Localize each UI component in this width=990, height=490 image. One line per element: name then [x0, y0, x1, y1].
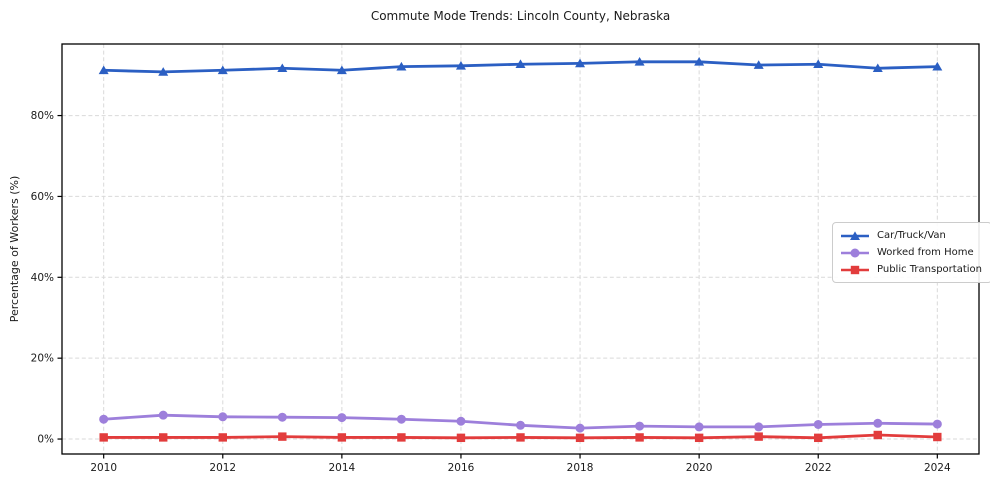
marker-square-icon	[337, 433, 347, 442]
x-tick-label: 2020	[686, 462, 713, 474]
x-tick-label: 2024	[924, 462, 951, 474]
marker-square-icon	[694, 433, 704, 443]
legend-label: Public Transportation	[877, 264, 982, 275]
legend: Car/Truck/Van Worked from Home Public Tr…	[832, 222, 990, 283]
x-tick-label: 2010	[90, 462, 117, 474]
marker-triangle-icon	[634, 56, 645, 66]
marker-triangle-icon	[575, 58, 586, 68]
x-tick-label: 2016	[448, 462, 475, 474]
marker-triangle-icon	[872, 63, 883, 73]
legend-line-triangle-icon	[841, 230, 869, 240]
x-tick-label: 2018	[567, 462, 594, 474]
marker-circle-icon	[873, 418, 883, 428]
legend-label: Car/Truck/Van	[877, 230, 946, 241]
marker-triangle-icon	[932, 61, 943, 71]
marker-square-icon	[635, 433, 644, 442]
marker-square-icon	[278, 432, 287, 441]
marker-triangle-icon	[336, 65, 347, 75]
marker-square-icon	[159, 433, 168, 442]
y-tick-label: 0%	[37, 434, 54, 446]
marker-square-icon	[754, 432, 763, 441]
x-tick-label: 2012	[209, 462, 236, 474]
marker-triangle-icon	[455, 61, 466, 70]
marker-triangle-icon	[277, 63, 288, 73]
marker-square-icon	[99, 433, 108, 442]
marker-circle-icon	[694, 422, 704, 432]
legend-line-square-icon	[841, 265, 869, 274]
legend-item-worked-from-home: Worked from Home	[840, 246, 982, 259]
legend-item-car-truck-van: Car/Truck/Van	[840, 229, 982, 242]
marker-triangle-icon	[813, 59, 824, 69]
marker-circle-icon	[754, 422, 764, 432]
y-tick-label: 80%	[31, 110, 54, 122]
y-tick-label: 60%	[31, 191, 54, 203]
marker-triangle-icon	[753, 60, 764, 69]
marker-square-icon	[456, 433, 466, 443]
marker-square-icon	[814, 433, 823, 443]
marker-triangle-icon	[98, 65, 109, 75]
marker-square-icon	[397, 433, 406, 442]
marker-circle-icon	[516, 420, 525, 430]
legend-label: Worked from Home	[877, 247, 974, 258]
marker-circle-icon	[575, 423, 585, 433]
marker-triangle-icon	[396, 61, 407, 71]
marker-circle-icon	[635, 421, 645, 431]
y-tick-label: 40%	[31, 272, 54, 284]
marker-triangle-icon	[694, 56, 705, 66]
marker-square-icon	[575, 433, 585, 443]
marker-circle-icon	[456, 416, 466, 426]
x-tick-label: 2022	[805, 462, 832, 474]
marker-circle-icon	[218, 412, 228, 422]
marker-circle-icon	[99, 414, 109, 424]
x-tick-label: 2014	[328, 462, 355, 474]
marker-square-icon	[516, 433, 525, 442]
marker-circle-icon	[396, 414, 406, 424]
marker-circle-icon	[932, 419, 942, 429]
marker-square-icon	[933, 432, 942, 442]
marker-triangle-icon	[515, 59, 526, 69]
marker-square-icon	[218, 433, 227, 442]
marker-circle-icon	[158, 410, 168, 420]
marker-square-icon	[873, 430, 882, 440]
marker-circle-icon	[277, 412, 287, 422]
y-tick-label: 20%	[31, 353, 54, 365]
marker-circle-icon	[337, 413, 347, 423]
legend-line-circle-icon	[841, 248, 869, 257]
marker-circle-icon	[813, 419, 823, 429]
chart-title: Commute Mode Trends: Lincoln County, Neb…	[370, 9, 671, 23]
marker-triangle-icon	[217, 65, 228, 75]
legend-item-public-transportation: Public Transportation	[840, 263, 982, 276]
marker-triangle-icon	[158, 67, 169, 76]
